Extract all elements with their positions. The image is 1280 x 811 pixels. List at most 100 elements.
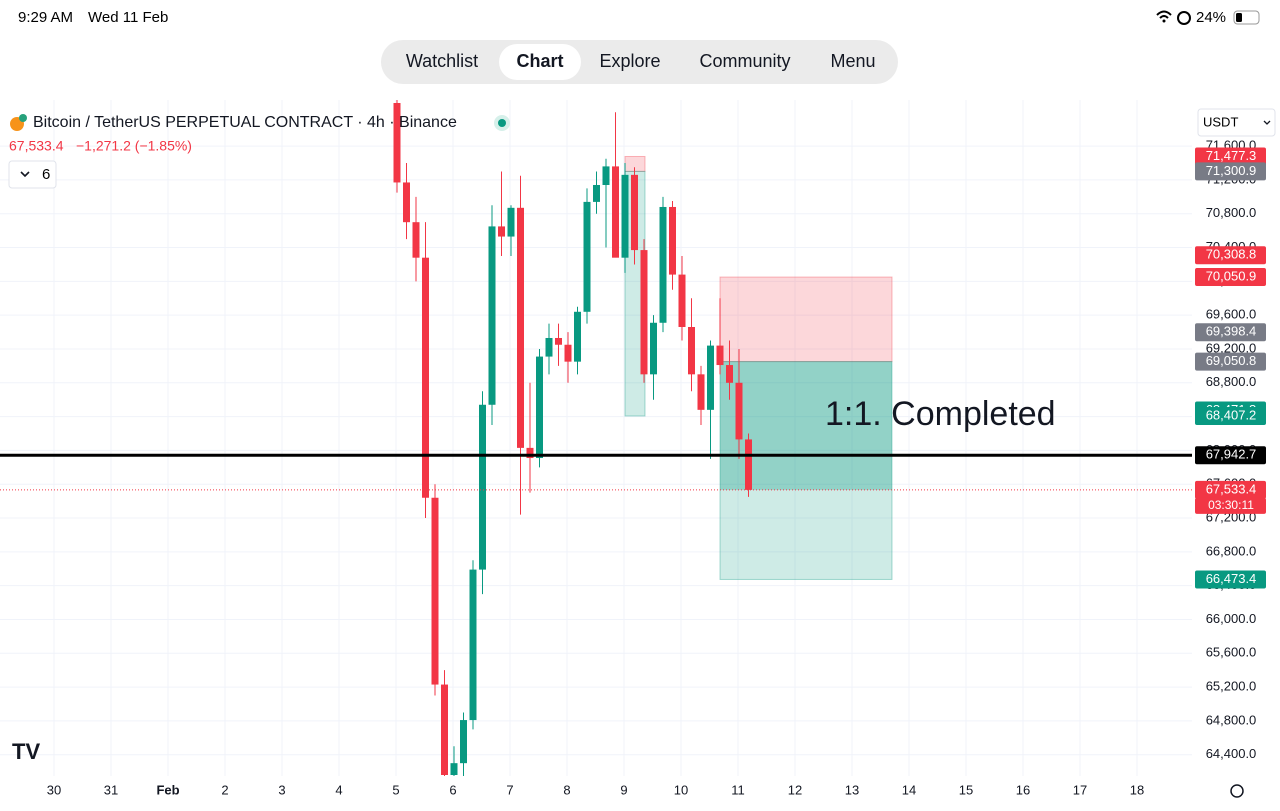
y-tick-label: 64,800.0 — [1206, 712, 1257, 727]
price-badge-label: 71,300.9 — [1206, 163, 1257, 178]
nav-tab[interactable]: Watchlist — [406, 51, 478, 71]
candle-body — [659, 206, 667, 323]
indicators-toggle[interactable] — [8, 160, 57, 189]
x-tick-label: 9 — [0, 782, 1, 797]
price-badge-label: 69,050.8 — [1206, 353, 1257, 368]
price-badge — [1195, 570, 1266, 589]
nav-selected — [499, 44, 581, 80]
candle-body — [450, 763, 458, 775]
annotation: 1:1. Completed — [825, 395, 1056, 433]
candle-body — [574, 311, 581, 362]
candle-body — [745, 439, 752, 490]
y-tick-label: 64,400.0 — [1206, 746, 1257, 761]
candle-body — [507, 207, 515, 237]
price-badge-label: 66,473.4 — [1206, 571, 1257, 586]
nav-tab[interactable]: Menu — [830, 51, 875, 71]
candle-body — [460, 720, 467, 764]
currency-select[interactable] — [1197, 108, 1276, 137]
stop-zone — [719, 276, 893, 363]
candle-body — [688, 327, 695, 375]
y-tick-label: 68,800.0 — [1206, 374, 1257, 389]
chevron — [1263, 120, 1271, 125]
candle-body — [631, 174, 638, 251]
nav-tab[interactable]: Community — [699, 51, 790, 71]
settings-icon[interactable] — [1230, 784, 1244, 798]
candle-body — [469, 569, 477, 721]
candle-body — [583, 201, 591, 312]
x-tick-label: 12 — [788, 782, 802, 797]
x-tick-label: 10 — [674, 782, 688, 797]
candle-body — [621, 174, 629, 258]
x-tick-label: 5 — [392, 782, 399, 797]
price-badge — [1195, 406, 1266, 425]
y-tick-label: 65,200.0 — [1206, 679, 1257, 694]
candle-body — [593, 184, 600, 202]
x-tick-label: 7 — [506, 782, 513, 797]
price-badge — [1195, 268, 1266, 287]
nav-tab[interactable]: Explore — [599, 51, 660, 71]
candle-body — [716, 345, 724, 366]
candle-body — [393, 103, 401, 183]
lock-icon — [1177, 11, 1191, 25]
price-badge-label: 68,407.2 — [1206, 407, 1257, 422]
candle-body — [726, 365, 733, 383]
status-time: 9:29 AM — [18, 9, 73, 26]
x-tick-label: 8 — [563, 782, 570, 797]
battery-icon — [1233, 10, 1260, 25]
candle-body — [564, 344, 572, 362]
x-tick-label: 15 — [959, 782, 973, 797]
candle-body — [735, 382, 743, 440]
price-axis: 64,400.0 64,800.0 65,200.0 65,600.0 66,000.0… — [1195, 138, 1266, 761]
x-tick-label: 18 — [1130, 782, 1144, 797]
countdown-badge — [1195, 497, 1266, 514]
x-tick-label: 3 — [278, 782, 285, 797]
candle-body — [479, 404, 486, 570]
candle-body — [431, 497, 439, 685]
candle-body — [517, 207, 524, 448]
price-badge — [1195, 246, 1266, 265]
x-tick-label: 2 — [221, 782, 228, 797]
y-tick-label: 66,800.0 — [1206, 543, 1257, 558]
y-tick-label: 66,000.0 — [1206, 611, 1257, 626]
x-tick-label: 30 — [47, 782, 61, 797]
price-badge — [1195, 446, 1266, 465]
candle-body — [612, 166, 619, 258]
candle-body — [640, 250, 648, 375]
price-badge-label: 70,308.8 — [1206, 247, 1257, 262]
wifi-dot — [1162, 19, 1166, 23]
countdown: 03:30:11 — [1208, 498, 1254, 512]
x-tick-label: 13 — [845, 782, 859, 797]
candle-body — [441, 684, 448, 775]
candle-body — [669, 206, 676, 275]
candle-body — [526, 447, 534, 459]
candle-body — [412, 222, 420, 258]
indicator-count: 6 — [42, 166, 50, 183]
currency: USDT — [1203, 114, 1238, 129]
price-badge — [1195, 147, 1266, 166]
tv-logo: TV — [12, 739, 40, 764]
x-tick-label: 17 — [1073, 782, 1087, 797]
price-badge — [1195, 162, 1266, 181]
nav-tabs: Watchlist Chart Explore Community Menu — [406, 51, 876, 71]
price-badge-label: 71,477.3 — [1206, 148, 1257, 163]
price-badge — [1195, 352, 1266, 371]
nav-tab[interactable]: Chart — [516, 51, 563, 71]
x-tick-label: 31 — [104, 782, 118, 797]
y-tick-label: 69,200.0 — [1206, 340, 1257, 355]
x-tick-label: 4 — [335, 782, 342, 797]
y-tick-label: 69,600.0 — [1206, 307, 1257, 322]
price-badge-label: 67,942.7 — [1206, 447, 1257, 462]
price-change: −1,271.2 (−1.85%) — [76, 138, 192, 154]
x-tick-label: 16 — [1016, 782, 1030, 797]
candle-body — [678, 274, 686, 327]
price-badge-label: 67,533.4 — [1206, 481, 1257, 496]
candle-body — [403, 182, 410, 223]
plot — [0, 100, 1192, 776]
last-price: 67,533.4 — [9, 138, 64, 154]
price-badge-label: 70,050.9 — [1206, 268, 1257, 283]
market-status-dot — [498, 119, 506, 127]
candle-body — [707, 345, 714, 410]
symbol-title: Bitcoin / TetherUS PERPETUAL CONTRACT · … — [33, 114, 457, 131]
battery-text: 24% — [1196, 9, 1226, 26]
candle-body — [555, 337, 562, 345]
